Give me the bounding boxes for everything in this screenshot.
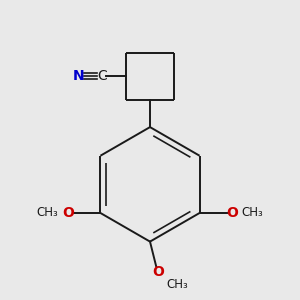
Text: CH₃: CH₃	[242, 206, 263, 220]
Text: C: C	[97, 69, 107, 83]
Text: CH₃: CH₃	[166, 278, 188, 291]
Text: O: O	[226, 206, 238, 220]
Text: O: O	[152, 265, 164, 279]
Text: O: O	[62, 206, 74, 220]
Text: CH₃: CH₃	[37, 206, 58, 220]
Text: N: N	[73, 69, 84, 83]
